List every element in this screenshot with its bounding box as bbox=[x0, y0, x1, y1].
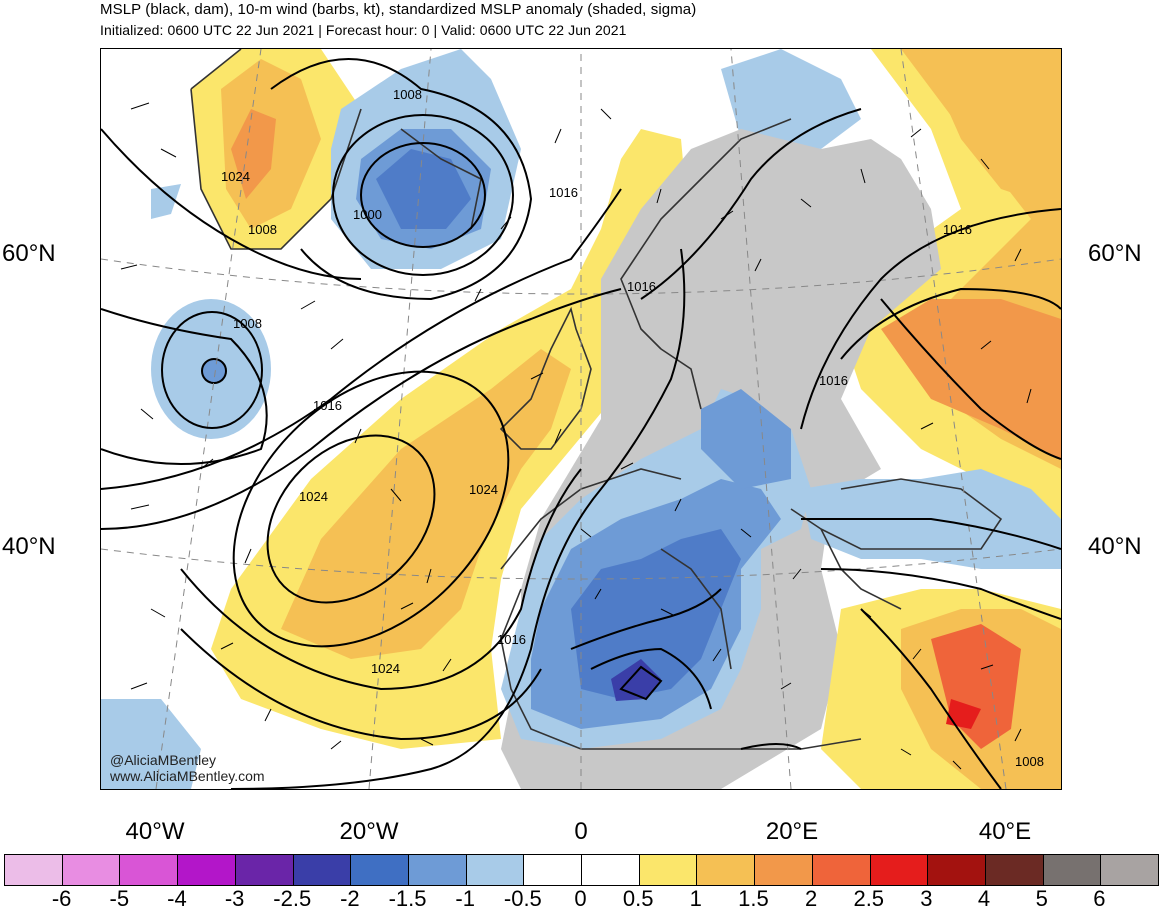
isobar-labels: 1008 1024 1008 1000 1016 1016 1008 1016 … bbox=[221, 87, 1044, 769]
map-svg: 1008 1024 1008 1000 1016 1016 1008 1016 … bbox=[101, 49, 1061, 789]
colorbar-swatch bbox=[293, 855, 352, 885]
colorbar-swatch bbox=[466, 855, 525, 885]
credit-site: www.AliciaMBentley.com bbox=[110, 768, 265, 784]
colorbar-label: 4 bbox=[977, 886, 991, 911]
colorbar bbox=[4, 854, 1159, 886]
isobar-label: 1008 bbox=[233, 316, 262, 331]
colorbar-swatch bbox=[5, 855, 63, 885]
colorbar-swatch bbox=[1101, 855, 1159, 885]
colorbar-label: 2 bbox=[804, 886, 818, 911]
isobars bbox=[101, 58, 1061, 789]
colorbar-label: -0.5 bbox=[503, 886, 542, 911]
lon-label-40e: 40°E bbox=[978, 818, 1032, 845]
isobar-label: 1008 bbox=[248, 222, 277, 237]
colorbar-swatch bbox=[639, 855, 698, 885]
colorbar-swatch bbox=[985, 855, 1044, 885]
colorbar-swatch bbox=[928, 855, 986, 885]
colorbar-label: -3 bbox=[224, 886, 245, 911]
colorbar-swatch bbox=[351, 855, 409, 885]
anomaly-shading bbox=[101, 49, 1061, 789]
colorbar-label: -4 bbox=[167, 886, 187, 911]
colorbar-label: 0 bbox=[574, 886, 587, 911]
colorbar-label: -1.5 bbox=[388, 886, 427, 911]
lon-label-20w: 20°W bbox=[339, 818, 399, 845]
colorbar-swatch bbox=[120, 855, 179, 885]
colorbar-label: 1.5 bbox=[738, 886, 769, 911]
colorbar-swatch bbox=[178, 855, 236, 885]
lat-label-40n-left: 40°N bbox=[2, 533, 56, 560]
colorbar-swatch bbox=[755, 855, 813, 885]
chart-title: MSLP (black, dam), 10-m wind (barbs, kt)… bbox=[100, 1, 697, 18]
colorbar-label: -6 bbox=[51, 886, 72, 911]
colorbar-label: -5 bbox=[109, 886, 130, 911]
isobar-label: 1008 bbox=[393, 87, 422, 102]
colorbar-swatch bbox=[235, 855, 294, 885]
isobar-label: 1024 bbox=[371, 661, 400, 676]
wind-barbs bbox=[120, 102, 1032, 770]
colorbar-label: -2.5 bbox=[273, 886, 312, 911]
isobar-label: 1016 bbox=[627, 279, 656, 294]
colorbar-label: -2 bbox=[340, 886, 360, 911]
chart-subtitle: Initialized: 0600 UTC 22 Jun 2021 | Fore… bbox=[100, 22, 627, 38]
isobar-label: 1000 bbox=[353, 207, 382, 222]
isobar-label: 1016 bbox=[819, 373, 848, 388]
colorbar-swatch bbox=[1043, 855, 1102, 885]
colorbar-label: 0.5 bbox=[622, 886, 654, 911]
graticule bbox=[101, 49, 1061, 789]
colorbar-label: 3 bbox=[920, 886, 933, 911]
isobar-label: 1016 bbox=[313, 398, 342, 413]
colorbar-swatch bbox=[582, 855, 640, 885]
lon-label-0: 0 bbox=[574, 818, 588, 845]
lat-label-60n-left: 60°N bbox=[2, 240, 56, 267]
colorbar-swatch bbox=[62, 855, 121, 885]
credit-handle: @AliciaMBentley bbox=[110, 752, 217, 768]
colorbar-label: -1 bbox=[455, 886, 475, 911]
lon-label-20e: 20°E bbox=[765, 818, 819, 845]
lat-label-40n-right: 40°N bbox=[1088, 533, 1142, 560]
colorbar-swatch bbox=[524, 855, 583, 885]
colorbar-swatch bbox=[812, 855, 871, 885]
colorbar-label: 5 bbox=[1035, 886, 1048, 911]
isobar-label: 1024 bbox=[221, 169, 250, 184]
colorbar-swatch bbox=[697, 855, 756, 885]
weather-map[interactable]: 1008 1024 1008 1000 1016 1016 1008 1016 … bbox=[101, 49, 1061, 789]
lat-label-60n-right: 60°N bbox=[1088, 240, 1142, 267]
isobar-label: 1024 bbox=[299, 489, 328, 504]
colorbar-swatch bbox=[408, 855, 467, 885]
isobar-label: 1016 bbox=[549, 185, 578, 200]
isobar-label: 1024 bbox=[469, 482, 498, 497]
isobar-label: 1008 bbox=[1015, 754, 1044, 769]
lon-label-40w: 40°W bbox=[125, 818, 185, 845]
isobar-label: 1016 bbox=[497, 632, 526, 647]
isobar-label: 1016 bbox=[943, 222, 972, 237]
colorbar-label: 6 bbox=[1093, 886, 1106, 911]
colorbar-swatch bbox=[870, 855, 929, 885]
colorbar-label: 2.5 bbox=[853, 886, 885, 911]
colorbar-label: 1 bbox=[689, 886, 702, 911]
